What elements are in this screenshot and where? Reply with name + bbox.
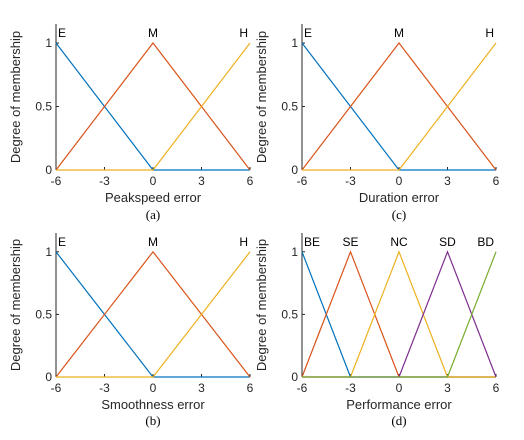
series-line-SE [301, 250, 496, 378]
series-line-M [55, 42, 251, 171]
chart-panel-2: -6 -3 0 3 6 0 0.5 1E M H Smoothness error Degree of… [8, 233, 254, 428]
series-label: SE [342, 235, 358, 249]
x-tick-label: 3 [198, 381, 205, 395]
panel-caption: (b) [145, 413, 160, 428]
series-label: SD [439, 235, 456, 249]
x-axis-label: Duration error [359, 190, 440, 205]
y-tick-label: 0 [291, 163, 298, 177]
x-tick-label: 0 [150, 174, 157, 188]
series-label: H [239, 26, 248, 40]
series-line-SD [302, 250, 497, 378]
y-tick-label: 1 [291, 245, 298, 259]
series-line-BD [302, 251, 497, 378]
chart-panel-3: -6 -3 0 3 6 0 0.5 1 BE SE NC SD BD Performance error D… [254, 233, 500, 428]
y-axis-label: Degree of membership [8, 239, 23, 371]
panel-caption: (d) [391, 413, 406, 428]
series-label: E [304, 26, 312, 40]
series-label: E [58, 26, 66, 40]
y-tick-label: 0.5 [35, 307, 52, 321]
y-tick-label: 0 [291, 370, 298, 384]
x-tick-label: 0 [396, 174, 403, 188]
x-tick-label: 6 [493, 174, 500, 188]
series-line-H [56, 42, 251, 171]
x-tick-label: 0 [150, 381, 157, 395]
series-line-E [55, 42, 250, 171]
x-tick-label: -6 [297, 381, 308, 395]
series-line-H [56, 251, 251, 378]
x-axis-label: Peakspeed error [105, 190, 202, 205]
x-tick-label: -3 [345, 381, 356, 395]
x-tick-label: 0 [396, 381, 403, 395]
y-axis-label: Degree of membership [254, 239, 269, 371]
x-tick-label: -6 [51, 174, 62, 188]
x-tick-label: 3 [198, 174, 205, 188]
x-tick-label: 6 [247, 174, 254, 188]
chart-panel-0: -6 -3 0 3 6 0 0.5 1E M H Peakspeed error Degree of … [8, 24, 254, 222]
panel-caption: (c) [392, 207, 406, 222]
x-tick-label: 3 [444, 174, 451, 188]
series-label: BE [304, 235, 320, 249]
x-axis-label: Performance error [346, 397, 452, 412]
y-tick-label: 0.5 [281, 100, 298, 114]
series-label: M [148, 26, 158, 40]
y-tick-label: 0.5 [281, 307, 298, 321]
y-tick-label: 1 [45, 36, 52, 50]
series-label: H [239, 235, 248, 249]
y-tick-label: 0 [45, 163, 52, 177]
series-label: M [148, 235, 158, 249]
series-line-M [55, 250, 251, 378]
series-line-M [301, 42, 497, 171]
x-tick-label: 6 [247, 381, 254, 395]
series-line-NC [302, 250, 496, 378]
series-line-BE [301, 251, 496, 378]
chart-panel-1: -6 -3 0 3 6 0 0.5 1E M H Duration error Degree of m… [254, 24, 500, 222]
panel-caption: (a) [146, 207, 160, 222]
x-tick-label: 6 [493, 381, 500, 395]
x-axis-label: Smoothness error [101, 397, 205, 412]
series-label: BD [477, 235, 494, 249]
y-tick-label: 0 [45, 370, 52, 384]
series-line-H [302, 42, 497, 171]
series-line-E [301, 42, 496, 171]
x-tick-label: -3 [345, 174, 356, 188]
y-tick-label: 0.5 [35, 100, 52, 114]
series-label: NC [390, 235, 408, 249]
y-axis-label: Degree of membership [254, 31, 269, 163]
series-line-E [55, 251, 250, 378]
x-tick-label: -6 [297, 174, 308, 188]
x-tick-label: 3 [444, 381, 451, 395]
x-tick-label: -3 [99, 174, 110, 188]
series-label: H [485, 26, 494, 40]
y-tick-label: 1 [291, 36, 298, 50]
x-tick-label: -6 [51, 381, 62, 395]
x-tick-label: -3 [99, 381, 110, 395]
series-label: E [58, 235, 66, 249]
series-label: M [394, 26, 404, 40]
y-tick-label: 1 [45, 245, 52, 259]
y-axis-label: Degree of membership [8, 31, 23, 163]
